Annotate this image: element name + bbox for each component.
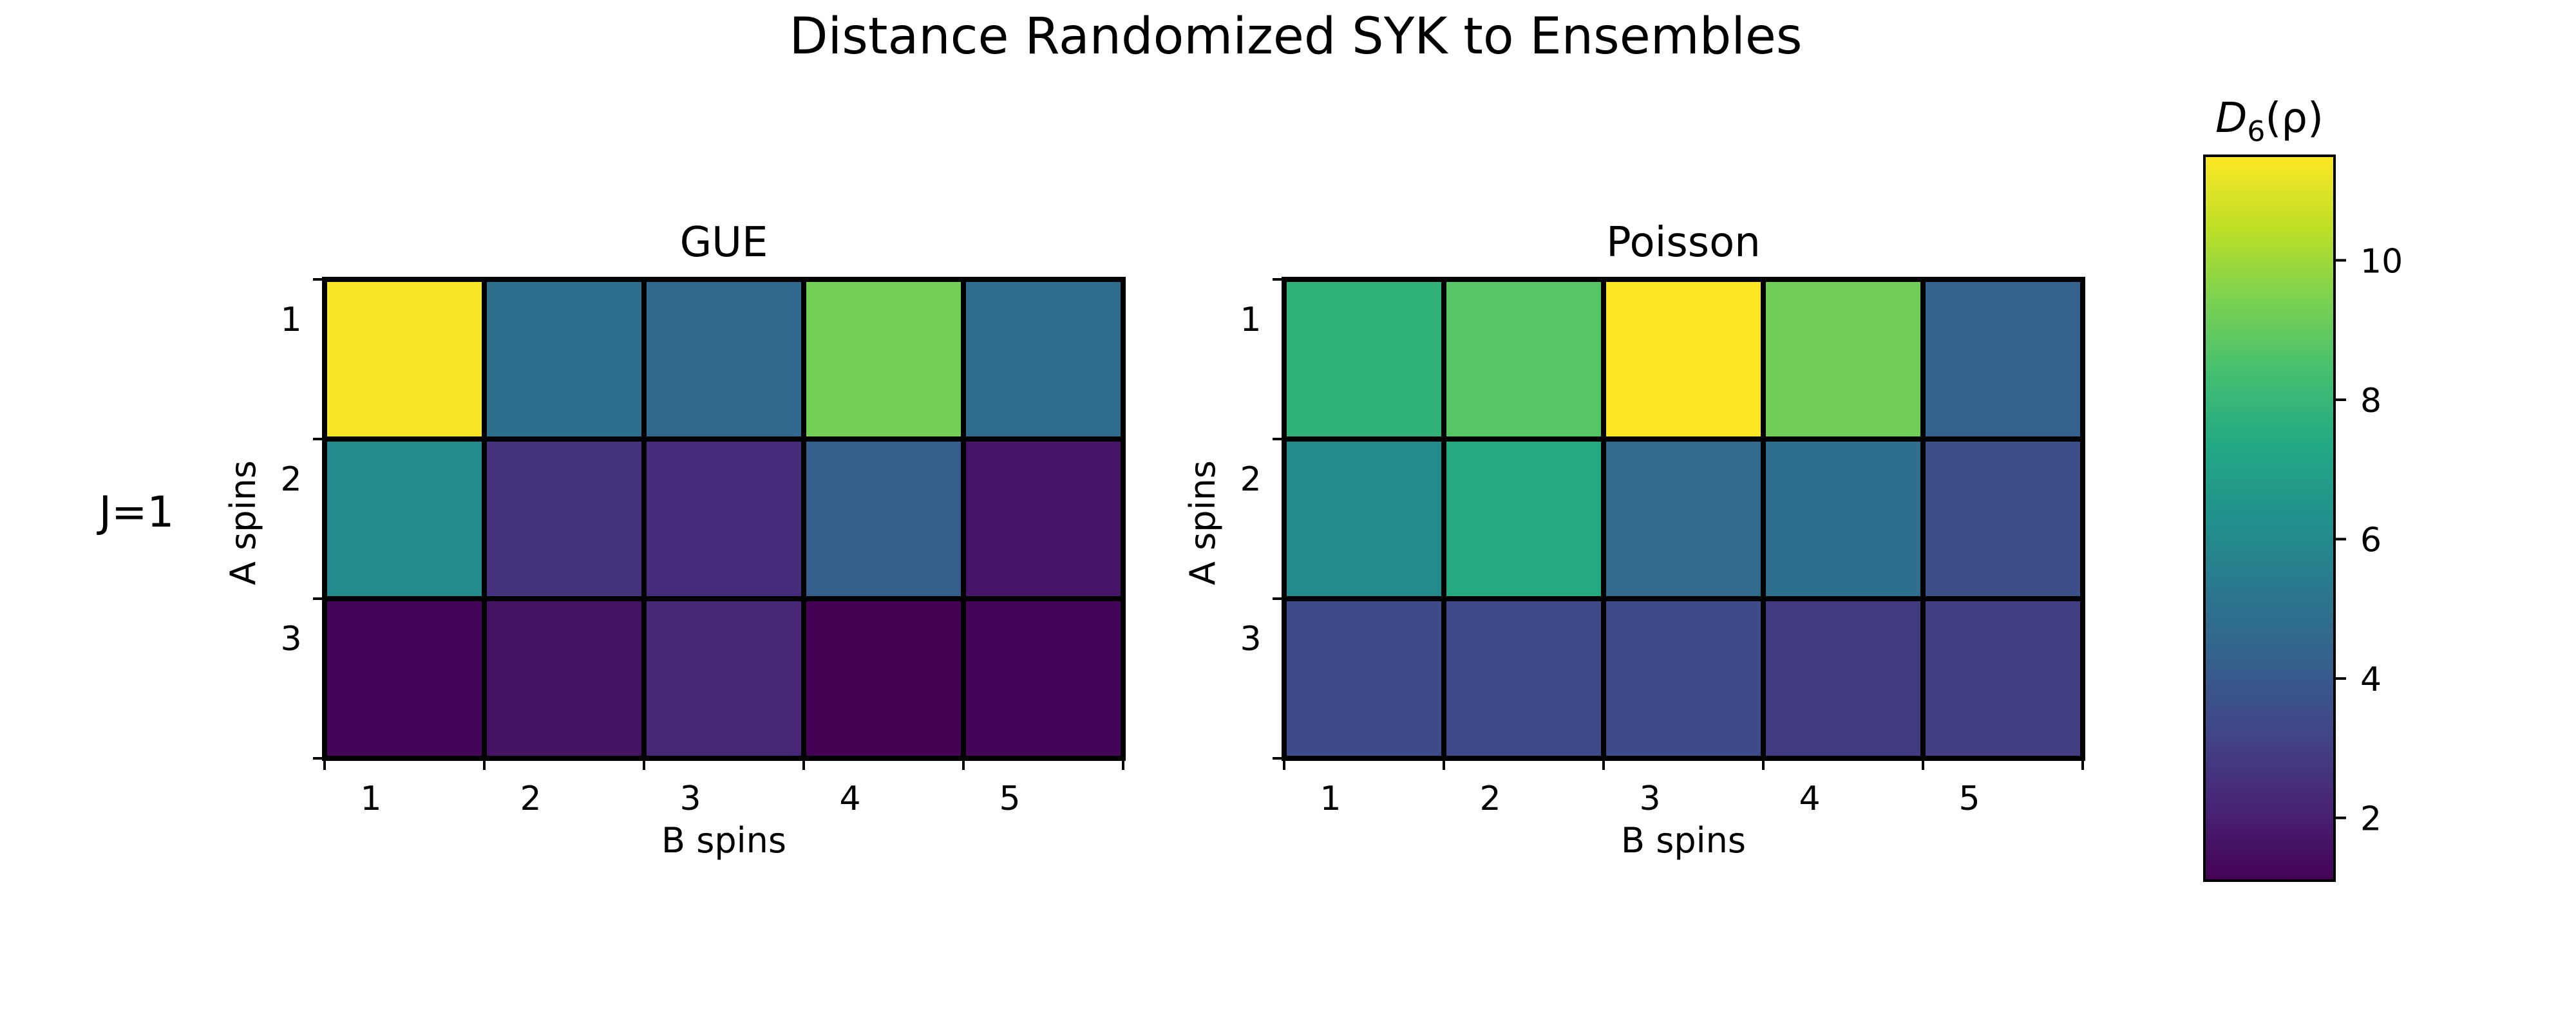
y-axis-label: A spins bbox=[1182, 460, 1223, 585]
heatmap-cell-poisson bbox=[1441, 277, 1606, 442]
axes-frame bbox=[1282, 277, 2085, 760]
x-tick-label: 1 bbox=[360, 780, 381, 818]
colorbar-tick-label: 8 bbox=[2360, 382, 2382, 420]
heatmap-cell-poisson bbox=[1601, 596, 1766, 761]
heatmap-cell-gue bbox=[801, 436, 966, 601]
x-tick-label: 4 bbox=[839, 780, 860, 818]
figure-title: Distance Randomized SYK to Ensembles bbox=[789, 8, 1802, 66]
y-tick-label: 1 bbox=[1240, 301, 1261, 339]
heatmap-cell-poisson bbox=[1282, 596, 1446, 761]
colorbar-label-arg: (ρ) bbox=[2265, 95, 2324, 142]
heatmap-cell-gue bbox=[961, 596, 1126, 761]
axes-frame bbox=[323, 277, 1125, 760]
colorbar-label-symbol: D bbox=[2215, 95, 2247, 142]
x-tick-label: 5 bbox=[999, 780, 1020, 818]
heatmap-gue: 1 2 3 4 5 1 2 3 GUE B spins A spins bbox=[223, 219, 1126, 861]
heatmap-cell-poisson bbox=[1761, 436, 1926, 601]
heatmap-cell-gue bbox=[322, 277, 487, 442]
x-tick-label: 2 bbox=[1479, 780, 1501, 818]
x-tick-label: 3 bbox=[679, 780, 701, 818]
x-tick-label: 2 bbox=[520, 780, 541, 818]
colorbar-tick-label: 10 bbox=[2360, 242, 2403, 281]
x-tick-label: 3 bbox=[1639, 780, 1660, 818]
heatmap-cell-gue bbox=[961, 277, 1126, 442]
colorbar-tick-label: 6 bbox=[2360, 521, 2382, 559]
row-label: J=1 bbox=[97, 487, 175, 537]
colorbar-label-subscript: 6 bbox=[2247, 115, 2265, 148]
heatmap-cell-gue bbox=[641, 277, 806, 442]
y-tick-label: 2 bbox=[1240, 460, 1261, 499]
heatmap-cell-poisson bbox=[1441, 596, 1606, 761]
heatmap-cell-gue bbox=[482, 436, 647, 601]
subplot-title: Poisson bbox=[1606, 219, 1761, 267]
subplot-title: GUE bbox=[680, 219, 768, 267]
heatmap-cell-gue bbox=[801, 277, 966, 442]
heatmap-cell-gue bbox=[801, 596, 966, 761]
heatmap-cell-poisson bbox=[1282, 277, 1446, 442]
heatmap-cell-gue bbox=[482, 277, 647, 442]
colorbar-tick-label: 2 bbox=[2360, 800, 2382, 839]
heatmap-cell-poisson bbox=[1441, 436, 1606, 601]
heatmap-cell-poisson bbox=[1601, 277, 1766, 442]
x-tick-label: 4 bbox=[1799, 780, 1820, 818]
colorbar-gradient bbox=[2203, 154, 2336, 882]
heatmap-cell-gue bbox=[322, 596, 487, 761]
heatmap-cell-gue bbox=[482, 596, 647, 761]
colorbar-ticks: 2 4 6 8 10 bbox=[2334, 242, 2403, 839]
heatmap-poisson: 1 2 3 4 5 1 2 3 Poisson B spins A spins bbox=[1182, 219, 2085, 861]
heatmap-cell-poisson bbox=[1920, 277, 2085, 442]
y-tick-label: 2 bbox=[280, 460, 301, 499]
heatmap-cell-gue bbox=[322, 436, 487, 601]
y-axis-label: A spins bbox=[223, 460, 263, 585]
heatmap-cell-poisson bbox=[1920, 436, 2085, 601]
heatmap-cell-gue bbox=[641, 436, 806, 601]
y-tick-label: 1 bbox=[280, 301, 301, 339]
heatmap-cell-gue bbox=[641, 596, 806, 761]
colorbar-tick-label: 4 bbox=[2360, 660, 2382, 699]
heatmap-cell-poisson bbox=[1761, 596, 1926, 761]
colorbar-label: D6(ρ) bbox=[2215, 95, 2324, 148]
y-tick-label: 3 bbox=[1240, 620, 1261, 659]
heatmap-cell-poisson bbox=[1920, 596, 2085, 761]
y-tick-label: 3 bbox=[280, 620, 301, 659]
heatmap-cell-poisson bbox=[1601, 436, 1766, 601]
x-tick-label: 1 bbox=[1320, 780, 1341, 818]
x-tick-label: 5 bbox=[1958, 780, 1980, 818]
x-axis-label: B spins bbox=[661, 820, 786, 861]
heatmap-cell-poisson bbox=[1761, 277, 1926, 442]
heatmap-cell-gue bbox=[961, 436, 1126, 601]
x-axis-label: B spins bbox=[1621, 820, 1746, 861]
heatmap-cell-poisson bbox=[1282, 436, 1446, 601]
